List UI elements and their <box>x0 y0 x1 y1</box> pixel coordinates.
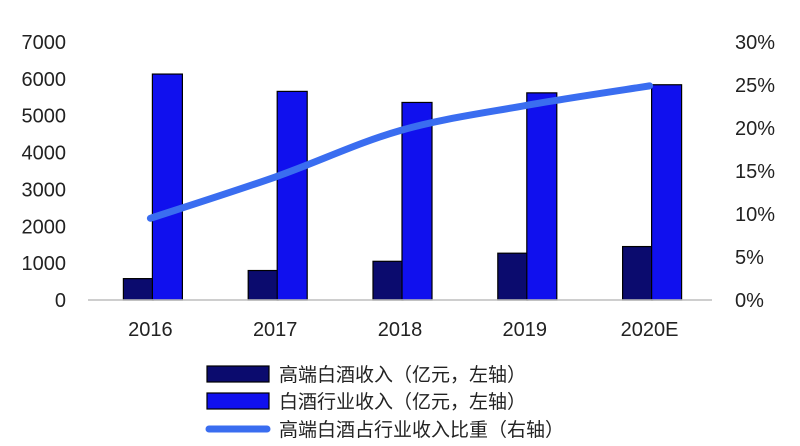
left-axis-tick-label: 7000 <box>22 32 67 54</box>
right-axis-tick-label: 30% <box>735 32 775 54</box>
legend-label: 白酒行业收入（亿元，左轴） <box>279 391 526 413</box>
right-axis-tick-label: 20% <box>735 118 775 140</box>
right-axis-tick-label: 5% <box>735 247 764 269</box>
x-axis-tick-labels: 2016 2017 2018 2019 2020E <box>128 319 678 341</box>
bar-premium-baijiu-2018 <box>372 260 404 301</box>
left-axis-tick-label: 6000 <box>22 69 67 91</box>
bar-premium-baijiu-2017 <box>247 269 279 301</box>
bar-baijiu-industry-2017 <box>276 90 308 301</box>
legend-swatch-baijiu-industry <box>206 392 270 410</box>
left-axis-tick-label: 0 <box>55 290 66 312</box>
right-y-axis: 0% 5% 10% 15% 20% 25% 30% <box>735 32 775 312</box>
left-y-axis: 0 1000 2000 3000 4000 5000 6000 7000 <box>22 32 67 312</box>
line-series-group <box>146 82 654 222</box>
x-axis-tick-label: 2017 <box>253 319 298 341</box>
bar-premium-baijiu-2016 <box>122 278 155 301</box>
left-axis-tick-label: 1000 <box>22 253 67 275</box>
bar-baijiu-industry-2018 <box>401 101 433 301</box>
x-axis-tick-label: 2019 <box>503 319 548 341</box>
bar-baijiu-industry-2020E <box>650 84 683 301</box>
left-axis-tick-label: 5000 <box>22 106 67 128</box>
line-premium-share <box>146 82 654 222</box>
left-axis-tick-label: 2000 <box>22 216 67 238</box>
bar-series-group <box>122 73 683 301</box>
bar-premium-baijiu-2020E <box>621 245 654 301</box>
x-axis-tick-label: 2020E <box>621 319 679 341</box>
bar-baijiu-industry-2019 <box>526 92 558 301</box>
right-axis-tick-label: 25% <box>735 75 775 97</box>
right-axis-tick-label: 10% <box>735 204 775 226</box>
left-axis-tick-label: 3000 <box>22 179 67 201</box>
legend-swatch-premium-baijiu <box>206 365 270 383</box>
bar-baijiu-industry-2016 <box>151 73 183 301</box>
right-axis-tick-label: 15% <box>735 161 775 183</box>
left-axis-tick-label: 4000 <box>22 143 67 165</box>
legend-label: 高端白酒占行业收入比重（右轴） <box>279 419 564 441</box>
legend: 高端白酒收入（亿元，左轴） 白酒行业收入（亿元，左轴） 高端白酒占行业收入比重（右轴… <box>205 364 564 441</box>
bar-premium-baijiu-2019 <box>497 252 529 301</box>
legend-label: 高端白酒收入（亿元，左轴） <box>279 364 526 386</box>
x-axis-tick-label: 2016 <box>128 319 173 341</box>
right-axis-tick-label: 0% <box>735 290 764 312</box>
x-axis-tick-label: 2018 <box>378 319 423 341</box>
